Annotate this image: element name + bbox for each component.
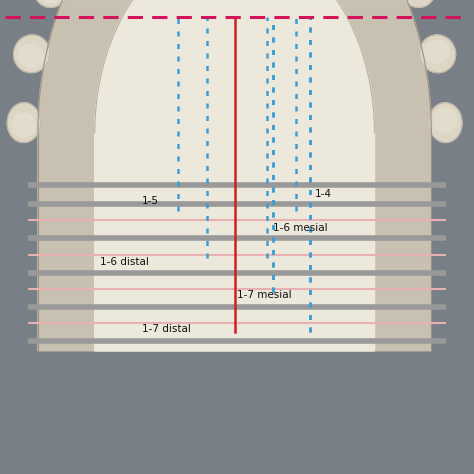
Polygon shape — [424, 40, 449, 63]
Polygon shape — [419, 35, 456, 73]
Polygon shape — [14, 35, 50, 73]
Polygon shape — [95, 0, 374, 351]
Polygon shape — [429, 103, 462, 143]
Polygon shape — [95, 0, 374, 351]
Polygon shape — [18, 45, 44, 68]
Text: 1-6 mesial: 1-6 mesial — [273, 222, 327, 233]
Text: 1-5: 1-5 — [142, 196, 159, 207]
Text: 1-7 distal: 1-7 distal — [142, 324, 191, 335]
Polygon shape — [434, 109, 457, 132]
Polygon shape — [12, 113, 36, 137]
Polygon shape — [7, 103, 40, 143]
Text: 1-7 mesial: 1-7 mesial — [237, 290, 292, 301]
Polygon shape — [401, 0, 435, 8]
Polygon shape — [38, 0, 62, 3]
Polygon shape — [38, 0, 431, 351]
Polygon shape — [34, 0, 69, 8]
Text: 1-6 distal: 1-6 distal — [100, 256, 148, 267]
Text: 1-4: 1-4 — [315, 189, 332, 200]
